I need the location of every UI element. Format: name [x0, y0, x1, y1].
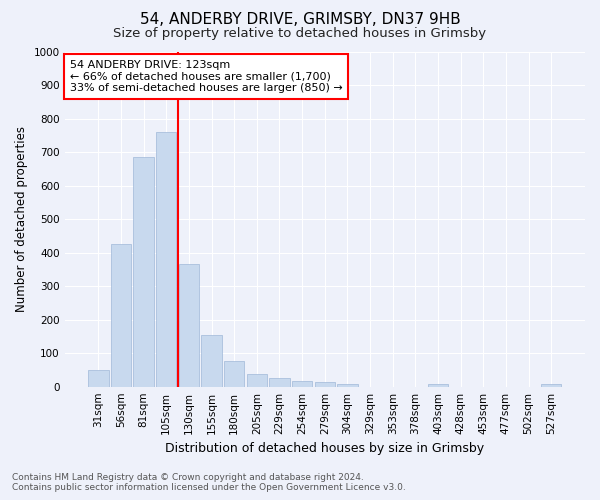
Bar [292, 380, 313, 386]
Text: Contains HM Land Registry data © Crown copyright and database right 2024.
Contai: Contains HM Land Registry data © Crown c… [12, 473, 406, 492]
X-axis label: Distribution of detached houses by size in Grimsby: Distribution of detached houses by size … [165, 442, 484, 455]
Bar [541, 384, 562, 386]
Text: 54 ANDERBY DRIVE: 123sqm
← 66% of detached houses are smaller (1,700)
33% of sem: 54 ANDERBY DRIVE: 123sqm ← 66% of detach… [70, 60, 343, 93]
Bar [428, 384, 448, 386]
Bar [111, 244, 131, 386]
Y-axis label: Number of detached properties: Number of detached properties [15, 126, 28, 312]
Text: Size of property relative to detached houses in Grimsby: Size of property relative to detached ho… [113, 28, 487, 40]
Bar [314, 382, 335, 386]
Bar [88, 370, 109, 386]
Bar [202, 336, 222, 386]
Bar [133, 157, 154, 386]
Bar [269, 378, 290, 386]
Bar [224, 361, 244, 386]
Bar [247, 374, 267, 386]
Text: 54, ANDERBY DRIVE, GRIMSBY, DN37 9HB: 54, ANDERBY DRIVE, GRIMSBY, DN37 9HB [140, 12, 460, 28]
Bar [179, 264, 199, 386]
Bar [337, 384, 358, 386]
Bar [156, 132, 176, 386]
